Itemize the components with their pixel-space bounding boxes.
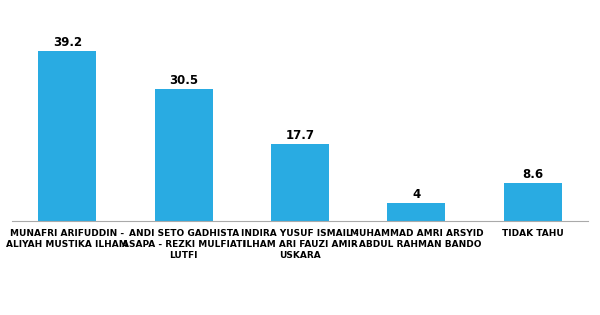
Bar — [155, 89, 213, 220]
Text: 4: 4 — [412, 188, 421, 201]
Text: 8.6: 8.6 — [522, 168, 543, 181]
Text: 30.5: 30.5 — [169, 74, 198, 87]
Text: 17.7: 17.7 — [286, 129, 314, 142]
Bar — [387, 203, 445, 220]
Text: 39.2: 39.2 — [53, 36, 82, 49]
Bar — [271, 144, 329, 220]
Bar — [503, 183, 562, 220]
Bar — [38, 51, 97, 220]
